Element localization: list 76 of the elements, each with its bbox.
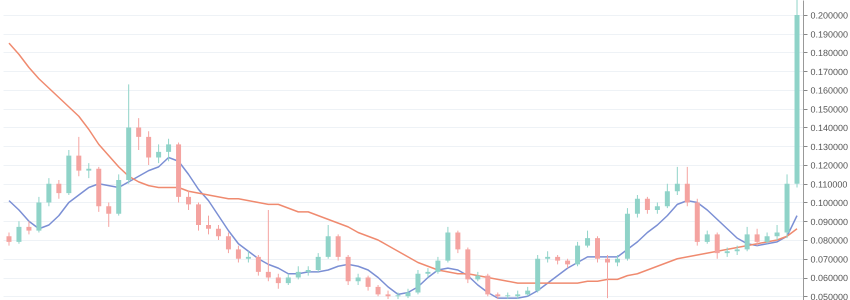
y-tick-label: 0.100000: [810, 198, 848, 208]
y-tick-label: 0.170000: [810, 66, 848, 77]
candlestick: [286, 273, 291, 286]
y-tick-label: 0.150000: [810, 104, 848, 114]
y-tick-label: 0.120000: [810, 160, 848, 170]
candlestick: [405, 288, 410, 299]
candlestick: [585, 230, 590, 248]
candlestick: [614, 254, 620, 267]
candlestick: [734, 245, 740, 256]
candlestick: [575, 241, 580, 267]
y-tick-label: 0.050000: [810, 292, 848, 300]
candlestick: [256, 254, 261, 276]
candlestick: [156, 144, 162, 164]
candlestick: [146, 130, 152, 166]
y-tick-label: 0.130000: [810, 142, 848, 152]
candlestick: [684, 166, 690, 207]
candlestick: [604, 254, 610, 299]
y-tick-label: 0.190000: [810, 29, 848, 40]
candlestick: [56, 180, 62, 200]
candlestick: [186, 190, 192, 210]
candlestick: [644, 196, 650, 214]
candlestick: [664, 183, 670, 209]
candlestick: [206, 215, 211, 235]
candlestick: [296, 266, 301, 280]
candlestick: [475, 271, 480, 282]
candlestick: [316, 252, 321, 272]
candlestick: [654, 202, 660, 214]
candlestick: [764, 232, 770, 244]
y-tick-label: 0.090000: [810, 216, 848, 227]
candlestick: [166, 138, 172, 162]
candlestick: [236, 245, 241, 263]
candlestick: [196, 202, 202, 232]
candlestick: [525, 286, 530, 297]
candlestick: [326, 224, 331, 260]
y-tick-label: 0.200000: [810, 10, 848, 20]
candlestick: [754, 228, 760, 246]
candlestick: [485, 273, 490, 297]
candlestick: [704, 230, 710, 244]
candlestick: [46, 178, 52, 207]
candlestick: [555, 254, 560, 265]
candlestick: [595, 236, 600, 263]
y-tick-label: 0.070000: [810, 254, 848, 264]
candlestick: [634, 194, 640, 218]
y-tick-label: 0.180000: [810, 48, 848, 58]
candlestick: [356, 273, 361, 286]
candlestick: [136, 118, 142, 150]
candlestick: [565, 258, 570, 269]
candlestick: [435, 256, 440, 274]
y-tick-label: 0.080000: [810, 236, 848, 246]
candlestick: [376, 284, 381, 297]
candlestick: [246, 250, 251, 263]
y-tick-label: 0.140000: [810, 123, 848, 133]
candlestick: [336, 234, 341, 262]
y-tick-label: 0.060000: [810, 273, 848, 283]
candlestick: [455, 230, 460, 254]
candlestick: [6, 232, 12, 246]
candlestick: [106, 202, 112, 228]
y-tick-label: 0.160000: [810, 86, 848, 96]
candlestick: [415, 270, 420, 295]
y-tick-label: 0.110000: [810, 179, 848, 190]
candlestick: [216, 224, 221, 240]
candlestick: [266, 210, 271, 282]
candlestick: [276, 273, 281, 290]
candlestick: [425, 268, 430, 278]
candlestick: [714, 232, 720, 260]
candlestick: [76, 136, 82, 177]
candlestick: [774, 224, 780, 240]
candlestick: [744, 226, 750, 252]
candlestick: [26, 220, 32, 235]
candlestick: [674, 166, 680, 196]
candlestick: [16, 220, 22, 244]
candlestick: [545, 250, 550, 263]
candlestick: [366, 275, 371, 292]
line-series: [8, 156, 798, 299]
candlestick: [306, 266, 311, 276]
candlestick: [226, 232, 231, 254]
